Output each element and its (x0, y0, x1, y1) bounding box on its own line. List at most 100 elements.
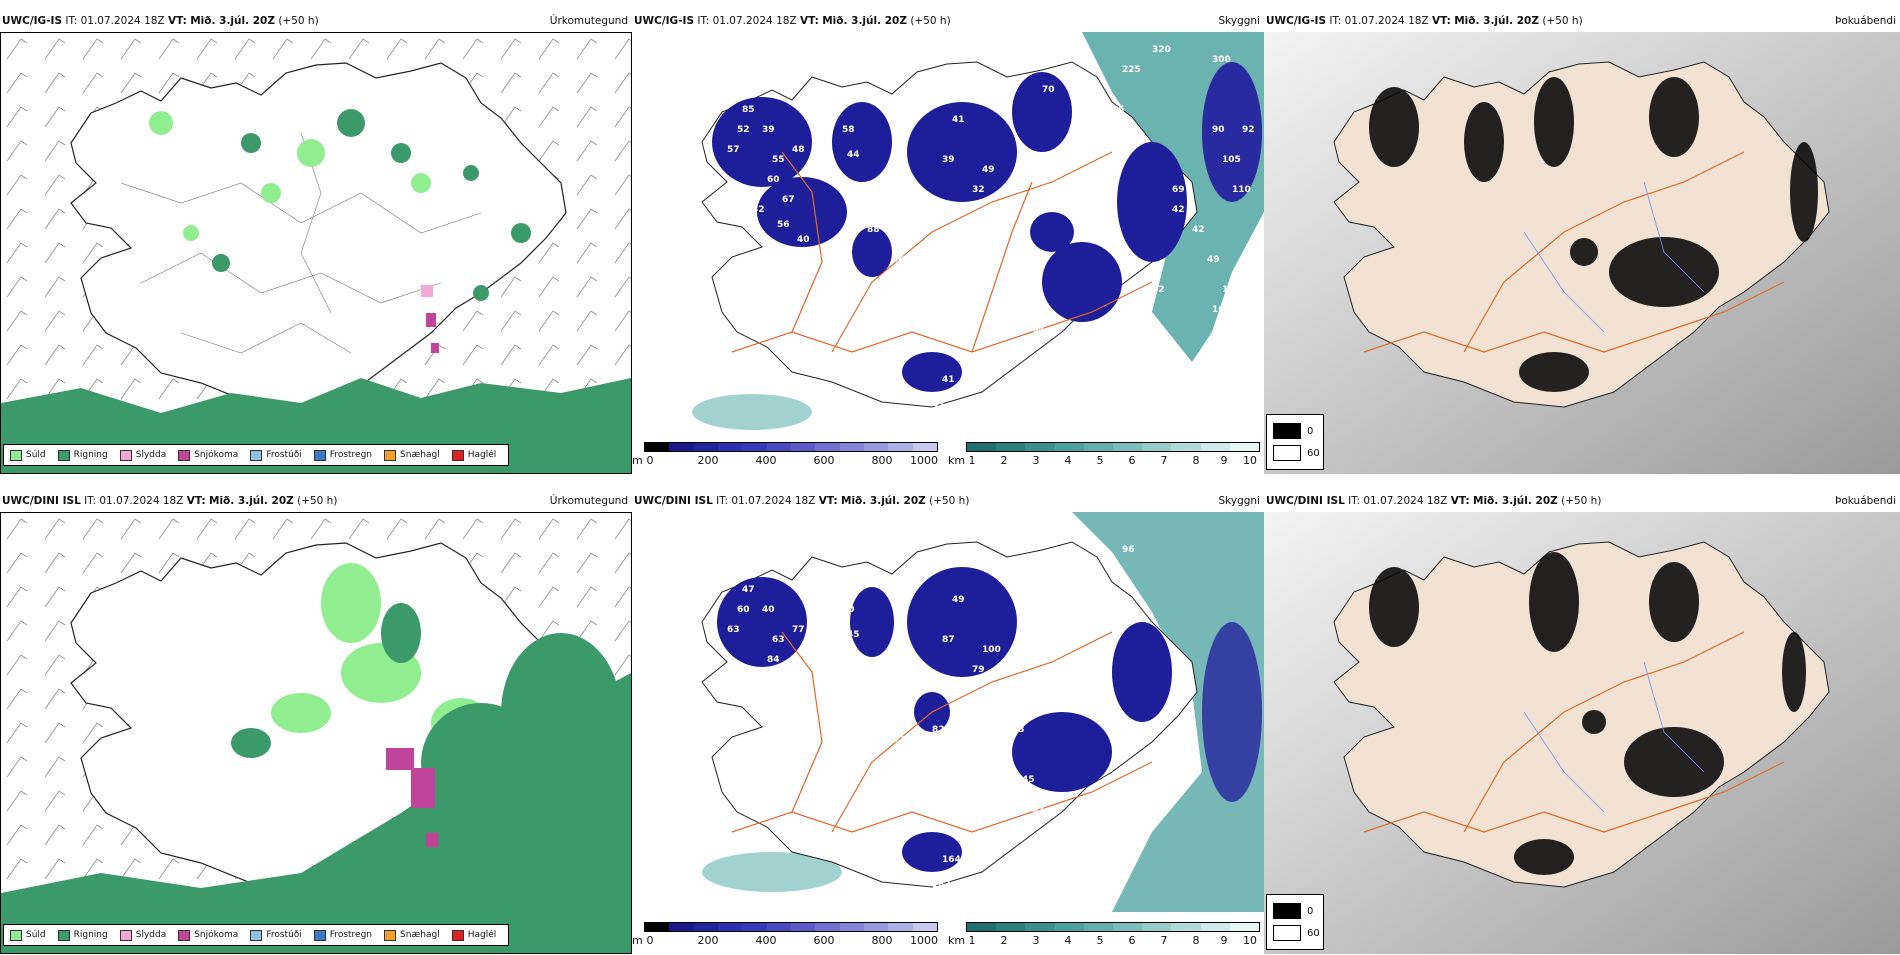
visibility-value-label: 54 (867, 705, 880, 715)
fog-map: 0 60 (1264, 512, 1900, 954)
visibility-value-label: 65 (957, 285, 970, 295)
visibility-value-label: 48 (742, 265, 755, 275)
visibility-value-label: 42 (1192, 225, 1205, 235)
visibility-value-label: 43 (742, 745, 755, 755)
model-name: UWC/DINI ISL (2, 495, 81, 507)
fog-map: 0 60 (1264, 32, 1900, 474)
visibility-value-label: 65 (932, 245, 945, 255)
scale-swatch (1025, 443, 1055, 451)
scale-swatch (1200, 443, 1230, 451)
it-label: IT: (697, 15, 710, 27)
visibility-value-label: 65 (1152, 765, 1165, 775)
scale-swatch (1054, 923, 1084, 931)
visibility-value-label: 40 (797, 235, 810, 245)
scale-swatch (967, 923, 997, 931)
visibility-value-label: 87 (942, 635, 955, 645)
fog-legend: 0 60 (1266, 894, 1324, 950)
model-name: UWC/DINI ISL (1266, 495, 1345, 507)
vt-label: VT: (167, 15, 187, 27)
visibility-value-label: 320 (1152, 45, 1171, 55)
panel-type-label: Úrkomutegund (549, 15, 628, 27)
visibility-value-label: 60 (767, 175, 780, 185)
visibility-value-label: 90 (1212, 125, 1225, 135)
visibility-value-label: 62 (892, 735, 905, 745)
scale-unit: m (632, 934, 643, 947)
scale-swatch (645, 923, 670, 931)
scale-swatch (839, 443, 864, 451)
fog-legend-item: 60 (1273, 445, 1320, 461)
visibility-value-label: 55 (772, 155, 785, 165)
precip-legend: Súld Rigning Slydda Snjókoma Frostúði Fr… (3, 444, 510, 466)
visibility-value-label: 69 (1172, 185, 1185, 195)
visibility-value-label: 38 (882, 285, 895, 295)
cloud-base-scale: m 0 200 400 600 800 1000 (632, 442, 938, 470)
scale-swatch (1171, 923, 1201, 931)
visibility-value-label: 169 (1212, 305, 1231, 315)
visibility-value-label: 39 (762, 125, 775, 135)
fog-legend-item: 0 (1273, 903, 1313, 919)
visibility-value-label: 89 (807, 255, 820, 265)
scale-swatch (888, 443, 913, 451)
visibility-value-label: 42 (1152, 285, 1165, 295)
it-label: IT: (84, 495, 97, 507)
visibility-value-label: 56 (892, 255, 905, 265)
scale-swatch (1200, 923, 1230, 931)
visibility-value-label: 67 (782, 195, 795, 205)
panel-header: UWC/IG-IS IT: 01.07.2024 18Z VT: Mið. 3.… (634, 14, 951, 28)
visibility-value-label: 85 (1112, 105, 1125, 115)
lead-time: (+50 h) (297, 495, 338, 507)
visibility-value-label: 63 (727, 625, 740, 635)
panel-header: UWC/IG-IS IT: 01.07.2024 18Z VT: Mið. 3.… (2, 14, 319, 28)
visibility-value-label: 49 (952, 595, 965, 605)
visibility-value-label: 42 (807, 735, 820, 745)
legend-item: Snæhagl (384, 929, 440, 941)
visibility-value-label: 64 (1032, 325, 1045, 335)
visibility-value-label: 109 (1102, 165, 1121, 175)
scale-swatch (1142, 923, 1172, 931)
vt-value: Mið. 3.júl. 20Z (209, 495, 294, 507)
scale-swatch (1025, 923, 1055, 931)
scale-swatch (1171, 443, 1201, 451)
scale-swatch (717, 443, 743, 451)
visibility-value-label: 182 (932, 880, 951, 890)
scale-swatch (1113, 923, 1143, 931)
vt-label: VT: (1431, 15, 1451, 27)
legend-item: Rigning (57, 449, 108, 461)
vt-label: VT: (1450, 495, 1470, 507)
scale-swatch (693, 923, 718, 931)
model-name: UWC/IG-IS (1266, 15, 1327, 27)
scale-swatch (669, 443, 694, 451)
visibility-value-label: 63 (1012, 725, 1025, 735)
visibility-value-label: 40 (762, 605, 775, 615)
legend-item: Frostregn (313, 929, 372, 941)
visibility-value-label: 32 (972, 185, 985, 195)
visibility-value-label: 300 (1212, 55, 1231, 65)
visibility-value-label: 82 (932, 725, 945, 735)
scale-swatch (645, 443, 670, 451)
visibility-value-label: 58 (842, 125, 855, 135)
visibility-value-label: 41 (992, 775, 1005, 785)
fog-legend: 0 60 (1266, 414, 1324, 470)
visibility-value-label: 65 (1022, 295, 1035, 305)
vt-value: Mið. 3.júl. 20Z (190, 15, 275, 27)
visibility-value-label: 57 (727, 145, 740, 155)
it-value: 01.07.2024 18Z (712, 15, 797, 27)
vt-value: Mið. 3.júl. 20Z (1454, 15, 1539, 27)
panel-type-label: Skyggni (1218, 495, 1261, 507)
legend-item: Slydda (119, 449, 166, 461)
model-name: UWC/DINI ISL (634, 495, 713, 507)
fog-legend-item: 0 (1273, 423, 1313, 439)
visibility-value-label: 49 (982, 165, 995, 175)
fog-legend-item: 60 (1273, 925, 1320, 941)
visibility-value-label: 164 (942, 855, 961, 865)
panel-type-label: Skyggni (1218, 15, 1261, 27)
visibility-value-label: 48 (1072, 805, 1085, 815)
legend-item: Súld (10, 929, 46, 941)
legend-item: Snæhagl (384, 449, 440, 461)
scale-swatch (790, 923, 816, 931)
scale-swatch (790, 443, 816, 451)
panel-header: UWC/IG-IS IT: 01.07.2024 18Z VT: Mið. 3.… (1266, 14, 1583, 28)
scale-swatch (669, 923, 694, 931)
precip-panel-row1: UWC/IG-IS IT: 01.07.2024 18Z VT: Mið. 3.… (0, 10, 632, 475)
legend-item: Frostúði (250, 449, 302, 461)
